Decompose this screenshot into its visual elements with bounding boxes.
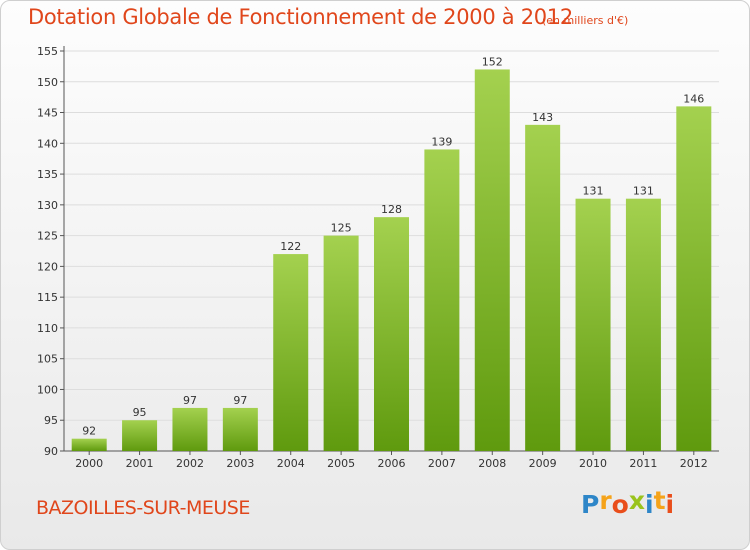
logo-letter: i bbox=[645, 490, 654, 519]
logo-letter: P bbox=[581, 490, 600, 519]
bar-2010 bbox=[575, 198, 611, 451]
bar-2008 bbox=[474, 69, 510, 451]
logo-letter: r bbox=[599, 486, 612, 515]
x-tick-label: 2003 bbox=[226, 457, 254, 470]
commune-name: BAZOILLES-SUR-MEUSE bbox=[36, 497, 250, 519]
x-tick-label: 2006 bbox=[378, 457, 406, 470]
logo-letter: o bbox=[611, 490, 629, 519]
bar-2006 bbox=[374, 217, 409, 451]
data-label: 97 bbox=[183, 394, 197, 407]
logo-letter: i bbox=[665, 490, 675, 519]
data-label: 92 bbox=[82, 425, 96, 438]
data-label: 131 bbox=[583, 185, 604, 198]
data-label: 143 bbox=[532, 111, 553, 124]
bar-2009 bbox=[525, 124, 561, 451]
bar-2001 bbox=[122, 420, 158, 451]
data-label: 95 bbox=[133, 406, 147, 419]
x-tick-label: 2011 bbox=[629, 457, 657, 470]
x-tick-label: 2002 bbox=[176, 457, 204, 470]
y-tick-label: 105 bbox=[37, 353, 58, 366]
x-tick-label: 2000 bbox=[75, 457, 103, 470]
labels: 2000 92 2001 95 2002 97 2003 97 2004 122 2005 125 20… bbox=[75, 55, 708, 470]
x-tick-label: 2005 bbox=[327, 457, 355, 470]
bar-2004 bbox=[273, 254, 309, 451]
x-tick-label: 2009 bbox=[529, 457, 557, 470]
bar-2007 bbox=[424, 149, 460, 451]
bar-2002 bbox=[172, 407, 208, 451]
x-tick-label: 2010 bbox=[579, 457, 607, 470]
y-tick-label: 100 bbox=[37, 383, 58, 396]
logo-letter: t bbox=[653, 486, 666, 515]
data-label: 152 bbox=[482, 55, 503, 68]
x-tick-label: 2008 bbox=[478, 457, 506, 470]
bars bbox=[71, 69, 712, 451]
y-tick-label: 145 bbox=[37, 107, 58, 120]
data-label: 122 bbox=[280, 240, 301, 253]
chart-title: Dotation Globale de Fonctionnement de 20… bbox=[28, 5, 573, 29]
x-tick-label: 2007 bbox=[428, 457, 456, 470]
logo-letter: x bbox=[628, 486, 645, 515]
y-tick-label: 130 bbox=[37, 199, 58, 212]
y-tick-label: 115 bbox=[37, 291, 58, 304]
chart-subtitle: (en milliers d'€) bbox=[542, 14, 629, 27]
data-label: 139 bbox=[431, 135, 452, 148]
y-tick-label: 135 bbox=[37, 168, 58, 181]
x-tick-label: 2001 bbox=[126, 457, 154, 470]
x-tick-label: 2012 bbox=[680, 457, 708, 470]
data-label: 125 bbox=[331, 222, 352, 235]
bar-2005 bbox=[323, 235, 359, 451]
data-label: 146 bbox=[683, 92, 704, 105]
y-tick-label: 125 bbox=[37, 230, 58, 243]
proxiti-logo[interactable]: Proxiti bbox=[581, 486, 691, 528]
y-tick-label: 95 bbox=[44, 414, 58, 427]
x-tick-label: 2004 bbox=[277, 457, 305, 470]
y-tick-label: 90 bbox=[44, 445, 58, 458]
data-label: 128 bbox=[381, 203, 402, 216]
y-tick-label: 155 bbox=[37, 45, 58, 58]
bar-2011 bbox=[625, 198, 661, 451]
data-label: 97 bbox=[233, 394, 247, 407]
data-label: 131 bbox=[633, 185, 654, 198]
y-tick-label: 140 bbox=[37, 137, 58, 150]
y-tick-label: 120 bbox=[37, 260, 58, 273]
bar-2003 bbox=[222, 407, 258, 451]
y-tick-label: 150 bbox=[37, 76, 58, 89]
bar-2012 bbox=[676, 106, 712, 451]
bar-2000 bbox=[71, 438, 107, 451]
y-tick-label: 110 bbox=[37, 322, 58, 335]
